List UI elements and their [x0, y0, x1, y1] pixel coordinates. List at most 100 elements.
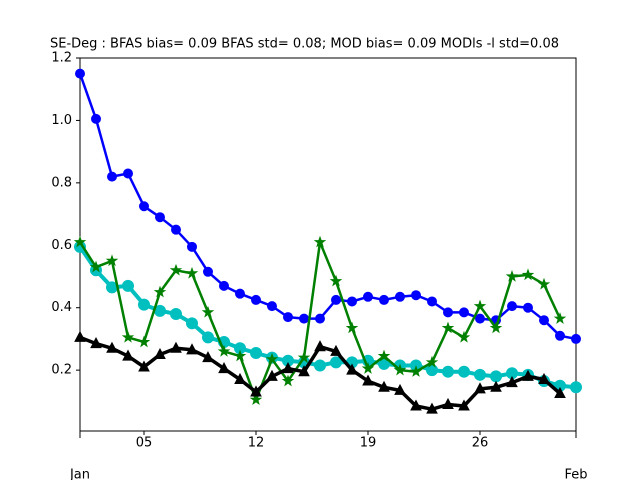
point — [170, 341, 182, 353]
point — [490, 370, 502, 383]
point — [329, 274, 343, 287]
point — [505, 269, 519, 282]
point — [283, 312, 293, 323]
point — [315, 313, 325, 324]
point — [107, 171, 117, 182]
point — [186, 317, 198, 330]
point — [251, 294, 261, 305]
point — [521, 268, 535, 281]
point — [330, 356, 342, 369]
point — [409, 365, 423, 377]
point — [459, 307, 469, 318]
point — [217, 344, 231, 357]
point — [122, 349, 134, 361]
point — [361, 362, 375, 374]
point — [473, 299, 487, 312]
point — [426, 402, 438, 414]
point — [106, 341, 118, 353]
point — [330, 344, 342, 356]
point — [250, 385, 262, 397]
point — [123, 168, 133, 179]
point — [538, 372, 550, 384]
point — [281, 374, 295, 387]
point — [154, 347, 166, 360]
point — [489, 321, 503, 334]
point — [201, 305, 215, 318]
point — [379, 294, 389, 305]
point — [138, 298, 150, 311]
point — [506, 376, 518, 388]
point — [187, 241, 197, 252]
y-tick-label: 0.4 — [51, 300, 72, 315]
x-tick-label: 12 — [248, 436, 265, 451]
point — [202, 351, 214, 363]
point — [203, 266, 213, 277]
point — [331, 294, 341, 305]
point — [202, 331, 214, 344]
y-tick-label: 1.0 — [51, 113, 72, 128]
point — [411, 290, 421, 301]
point — [475, 313, 485, 324]
y-tick-label: 0.2 — [51, 363, 72, 378]
x-month-label: Feb — [564, 468, 587, 480]
x-tick-label: 19 — [360, 436, 377, 451]
point — [537, 277, 551, 290]
point — [554, 386, 566, 399]
point — [523, 302, 533, 313]
point — [282, 361, 294, 374]
point — [235, 288, 245, 299]
point — [457, 330, 471, 343]
point — [377, 349, 391, 362]
point — [219, 280, 229, 291]
point — [441, 321, 455, 334]
point — [571, 333, 581, 344]
point — [234, 372, 246, 384]
point — [410, 399, 422, 411]
point — [347, 296, 357, 307]
point — [233, 349, 247, 362]
point — [346, 363, 358, 375]
point — [185, 266, 199, 279]
point — [314, 340, 326, 352]
point — [297, 351, 311, 363]
x-month-label: Jan — [69, 468, 90, 480]
point — [89, 260, 103, 273]
point — [553, 312, 567, 324]
point — [75, 68, 85, 79]
point — [313, 235, 327, 248]
point — [393, 363, 407, 376]
series-line — [78, 245, 577, 390]
point — [153, 285, 167, 298]
point — [522, 369, 534, 381]
point — [122, 279, 134, 292]
point — [91, 113, 101, 124]
point — [458, 365, 470, 378]
point — [395, 291, 405, 302]
point — [314, 359, 326, 372]
point — [362, 374, 374, 386]
y-tick-label: 1.2 — [51, 51, 72, 66]
point — [105, 254, 119, 267]
point — [90, 337, 102, 349]
point — [139, 201, 149, 212]
point — [250, 346, 262, 359]
series-line — [78, 73, 577, 341]
point — [490, 380, 502, 392]
x-tick-label: 26 — [472, 436, 489, 451]
point — [442, 365, 454, 378]
point — [138, 360, 150, 372]
point — [171, 224, 181, 235]
point — [73, 235, 87, 248]
point — [378, 380, 390, 392]
point — [155, 212, 165, 223]
point — [443, 307, 453, 318]
point — [137, 335, 151, 348]
point — [394, 383, 406, 395]
point — [266, 369, 278, 381]
x-tick-label: 05 — [136, 436, 153, 451]
point — [267, 301, 277, 312]
point — [265, 352, 279, 365]
point — [426, 364, 438, 377]
point — [186, 343, 198, 355]
y-tick-label: 0.6 — [51, 238, 72, 253]
